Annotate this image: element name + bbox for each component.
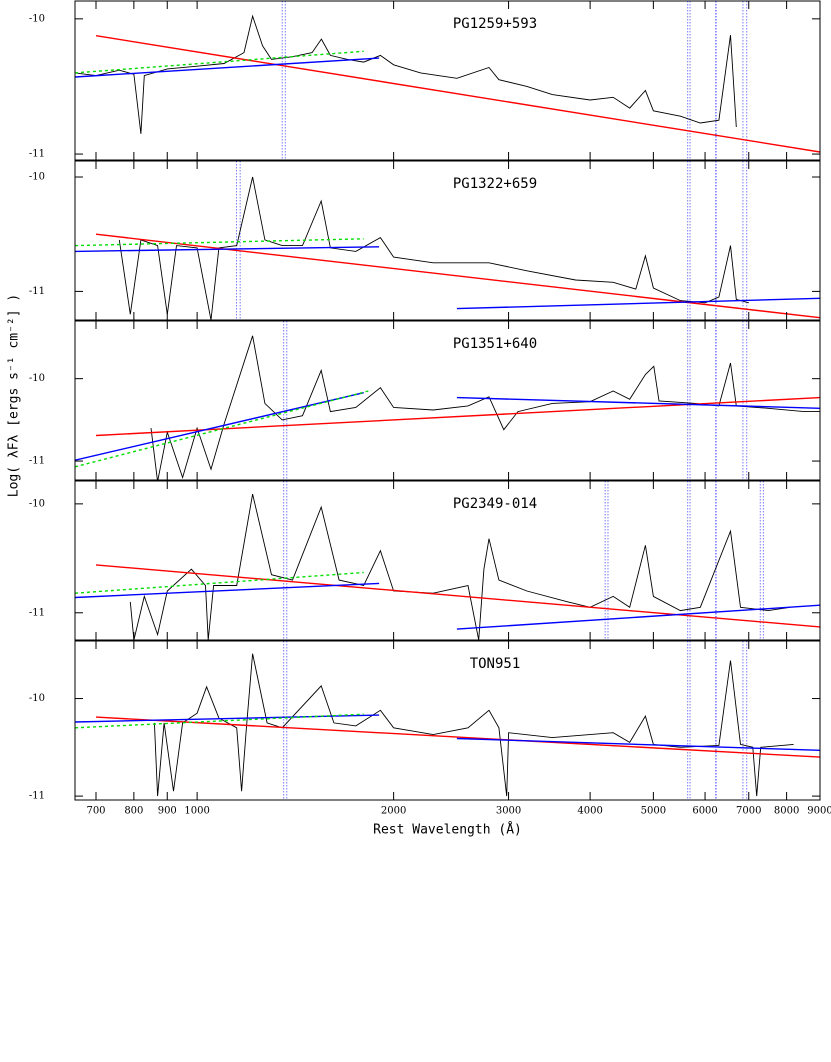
- fit-line: [75, 571, 364, 594]
- fit-line: [75, 50, 364, 74]
- fit-line: [75, 238, 364, 247]
- y-tick-label: -10: [29, 498, 45, 509]
- x-tick-label: 9000: [807, 806, 831, 817]
- y-tick-label: -11: [29, 456, 45, 467]
- x-tick-label: 900: [158, 806, 177, 817]
- fit-line: [95, 396, 820, 437]
- panel: [75, 481, 820, 640]
- y-tick-label: -11: [29, 149, 45, 160]
- fit-line: [456, 737, 820, 751]
- panel-title: TON951: [470, 656, 521, 672]
- panel: [75, 321, 820, 480]
- panel: [75, 641, 820, 800]
- fit-line: [75, 713, 364, 729]
- x-tick-label: 800: [124, 806, 143, 817]
- panel: [75, 161, 820, 320]
- fit-line: [95, 564, 820, 628]
- fit-line: [456, 604, 820, 630]
- panel-frame: [74, 0, 821, 161]
- panel-frame: [74, 320, 821, 481]
- panel-title: PG1351+640: [453, 336, 537, 352]
- panel-title: PG1322+659: [453, 176, 537, 192]
- spectrum: [118, 176, 749, 320]
- fit-line: [75, 582, 380, 599]
- x-tick-label: 3000: [496, 806, 521, 817]
- x-tick-label: 8000: [774, 806, 799, 817]
- panel-title: PG1259+593: [453, 16, 537, 32]
- x-tick-label: 7000: [736, 806, 761, 817]
- fit-line: [456, 297, 820, 310]
- y-tick-label: -10: [29, 693, 45, 704]
- fit-line: [95, 233, 820, 319]
- panel-title: PG2349-014: [453, 496, 537, 512]
- panel-frame: [74, 640, 821, 801]
- y-tick-label: -10: [29, 172, 45, 183]
- x-tick-label: 2000: [381, 806, 406, 817]
- x-tick-label: 4000: [577, 806, 602, 817]
- spectrum: [129, 493, 791, 640]
- panel-frame: [74, 160, 821, 321]
- y-tick-label: -11: [29, 286, 45, 297]
- spectrum: [150, 335, 820, 480]
- y-axis-label: Log( λFλ [ergs s⁻¹ cm⁻²] ): [7, 294, 22, 498]
- spectrum: [75, 14, 737, 134]
- y-tick-label: -11: [29, 791, 45, 802]
- fit-line: [456, 396, 820, 409]
- x-tick-label: 1000: [184, 806, 209, 817]
- y-tick-label: -11: [29, 607, 45, 618]
- fit-line: [95, 35, 820, 153]
- fit-line: [75, 57, 380, 78]
- panel-frame: [74, 480, 821, 641]
- panel: [75, 1, 820, 160]
- y-tick-label: -10: [29, 13, 45, 24]
- x-axis-label: Rest Wavelength (Å): [373, 822, 522, 838]
- fit-line: [75, 246, 380, 253]
- x-tick-label: 5000: [641, 806, 666, 817]
- fit-line: [95, 716, 820, 758]
- x-tick-label: 6000: [692, 806, 717, 817]
- x-tick-label: 700: [86, 806, 105, 817]
- spectrum: [153, 653, 794, 797]
- y-tick-label: -10: [29, 373, 45, 384]
